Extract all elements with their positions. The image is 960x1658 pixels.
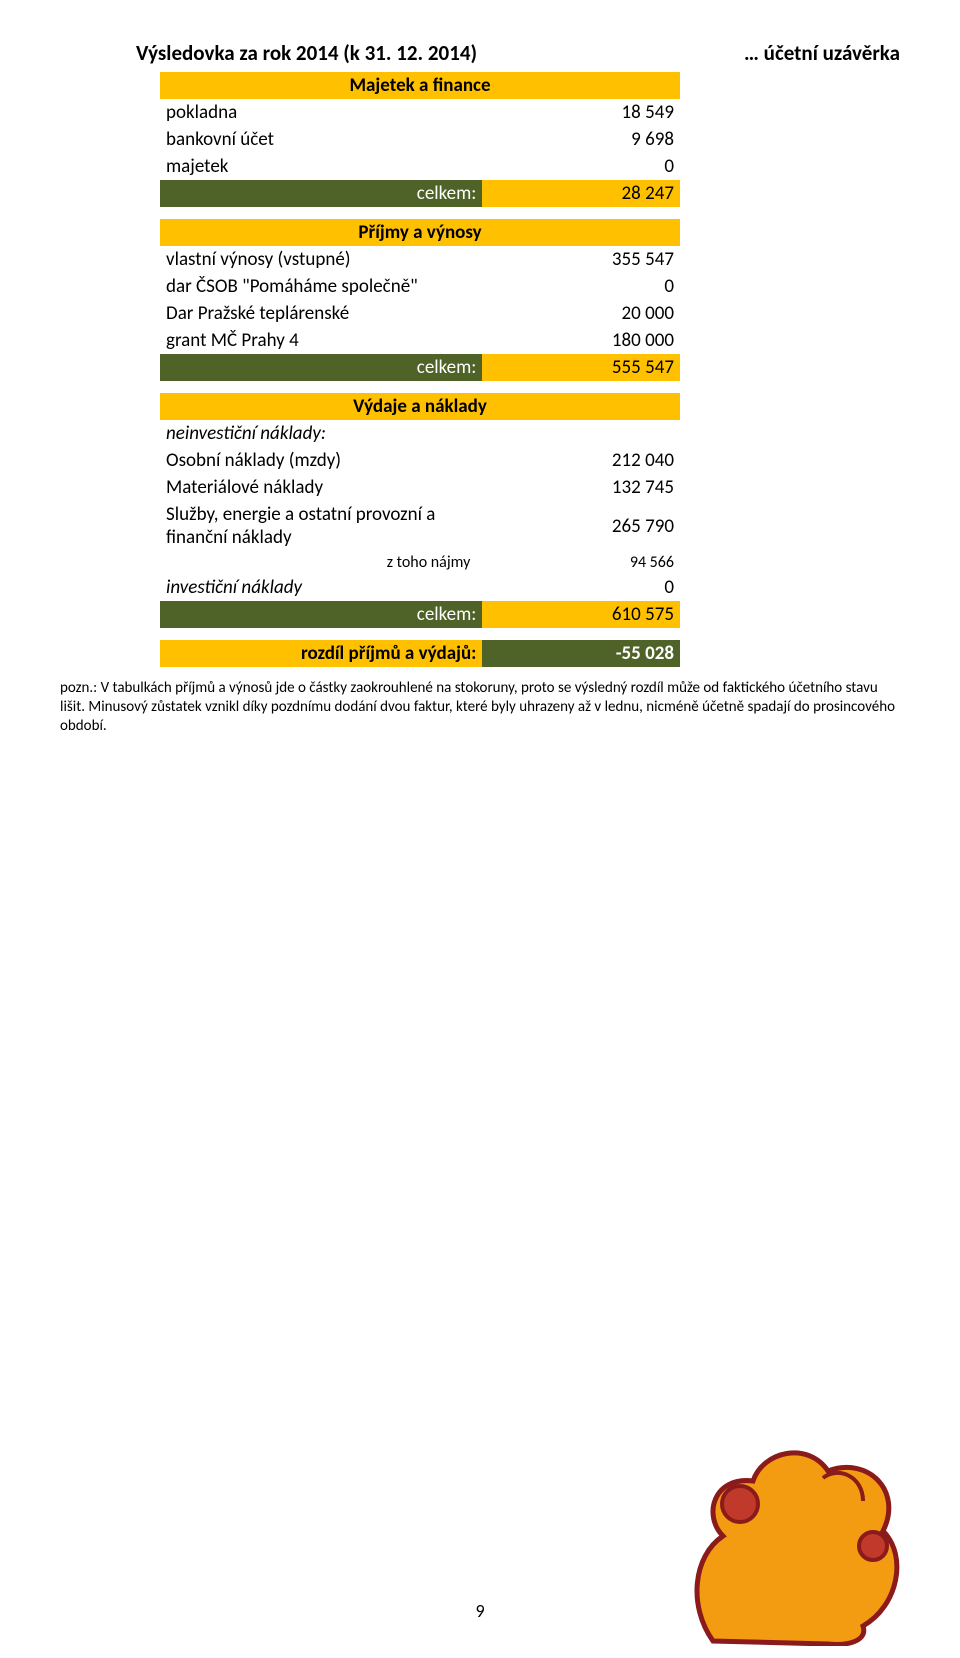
expenses-table: Výdaje a náklady neinvestiční náklady: O…	[160, 393, 680, 628]
assets-table: Majetek a finance pokladna18 549 bankovn…	[160, 72, 680, 207]
assets-total-value: 28 247	[482, 180, 680, 207]
jester-logo-icon	[668, 1406, 908, 1646]
difference-table: rozdíl příjmů a výdajů:-55 028	[160, 640, 680, 667]
assets-row-value: 0	[482, 153, 680, 180]
income-row-label: dar ČSOB "Pomáháme společně"	[160, 273, 482, 300]
income-row-value: 180 000	[482, 327, 680, 354]
income-row-value: 0	[482, 273, 680, 300]
expenses-subrow-label: z toho nájmy	[160, 551, 482, 574]
assets-total-label: celkem:	[160, 180, 482, 207]
assets-section-title: Majetek a finance	[160, 72, 680, 99]
assets-row-label: majetek	[160, 153, 482, 180]
income-row-label: Dar Pražské teplárenské	[160, 300, 482, 327]
income-row-label: vlastní výnosy (vstupné)	[160, 246, 482, 273]
income-section-title: Příjmy a výnosy	[160, 219, 680, 246]
expenses-subhead: neinvestiční náklady:	[160, 420, 680, 447]
income-row-value: 20 000	[482, 300, 680, 327]
expenses-subrow-value: 94 566	[482, 551, 680, 574]
report-title: Výsledovka za rok 2014 (k 31. 12. 2014)	[136, 40, 477, 66]
expenses-row-value: 132 745	[482, 474, 680, 501]
income-table: Příjmy a výnosy vlastní výnosy (vstupné)…	[160, 219, 680, 381]
expenses-invest-value: 0	[482, 574, 680, 601]
expenses-total-value: 610 575	[482, 601, 680, 628]
expenses-invest-label: investiční náklady	[160, 574, 482, 601]
assets-row-value: 9 698	[482, 126, 680, 153]
expenses-section-title: Výdaje a náklady	[160, 393, 680, 420]
assets-row-label: bankovní účet	[160, 126, 482, 153]
diff-label: rozdíl příjmů a výdajů:	[160, 640, 482, 667]
income-total-label: celkem:	[160, 354, 482, 381]
expenses-total-label: celkem:	[160, 601, 482, 628]
income-row-value: 355 547	[482, 246, 680, 273]
income-row-label: grant MČ Prahy 4	[160, 327, 482, 354]
assets-row-label: pokladna	[160, 99, 482, 126]
expenses-row-label: Materiálové náklady	[160, 474, 482, 501]
expenses-row-label: Služby, energie a ostatní provozní a fin…	[160, 501, 482, 551]
section-title-right: … účetní uzávěrka	[744, 40, 900, 66]
expenses-row-value: 212 040	[482, 447, 680, 474]
expenses-row-value: 265 790	[482, 501, 680, 551]
footnote: pozn.: V tabulkách příjmů a výnosů jde o…	[60, 679, 900, 735]
diff-value: -55 028	[482, 640, 680, 667]
expenses-row-label: Osobní náklady (mzdy)	[160, 447, 482, 474]
income-total-value: 555 547	[482, 354, 680, 381]
assets-row-value: 18 549	[482, 99, 680, 126]
